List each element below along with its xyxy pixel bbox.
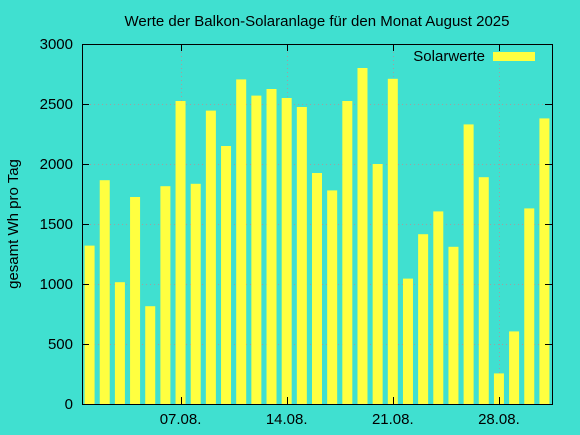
bar <box>311 173 323 404</box>
legend-swatch <box>493 52 535 61</box>
bar <box>357 68 368 404</box>
bar <box>160 186 171 404</box>
bar <box>387 78 398 405</box>
bar <box>418 234 429 404</box>
bar <box>145 306 156 404</box>
bar <box>463 124 474 405</box>
bar <box>539 118 550 405</box>
bar <box>448 246 459 404</box>
y-tick-label: 2000 <box>40 156 73 173</box>
x-tick-label: 21.08. <box>372 411 414 428</box>
bars <box>84 68 550 405</box>
bar <box>114 282 125 404</box>
y-ticks: 0 500 1000 1500 2000 2500 3000 <box>40 36 552 413</box>
bar <box>478 177 489 404</box>
bar <box>296 107 307 404</box>
bar <box>281 98 292 404</box>
bar <box>190 183 201 404</box>
y-tick-label: 2500 <box>40 96 73 113</box>
y-tick-label: 0 <box>65 396 73 413</box>
bar <box>221 146 232 404</box>
y-tick-label: 1000 <box>40 276 73 293</box>
y-axis-label: gesamt Wh pro Tag <box>5 159 22 289</box>
bar <box>433 211 444 404</box>
y-tick-label: 500 <box>48 336 73 353</box>
x-tick-label: 07.08. <box>160 411 202 428</box>
bar <box>84 245 95 404</box>
bar <box>99 180 110 404</box>
bar <box>130 197 141 404</box>
bar <box>342 101 353 404</box>
bar <box>509 331 520 404</box>
x-tick-label: 14.08. <box>266 411 308 428</box>
x-ticks: 07.08. 14.08. 21.08. 28.08. <box>160 44 520 428</box>
bar <box>175 101 186 404</box>
bar <box>524 208 535 404</box>
legend-label: Solarwerte <box>413 48 485 65</box>
bar <box>236 79 247 405</box>
y-tick-label: 3000 <box>40 36 73 53</box>
y-tick-label: 1500 <box>40 216 73 233</box>
chart-title: Werte der Balkon-Solaranlage für den Mon… <box>125 13 510 30</box>
x-tick-label: 28.08. <box>478 411 520 428</box>
bar <box>205 110 216 404</box>
bar <box>402 278 413 404</box>
bar <box>372 164 383 404</box>
bar <box>493 373 504 404</box>
bar <box>327 190 338 404</box>
bar <box>251 95 262 404</box>
legend: Solarwerte <box>413 48 535 65</box>
bar <box>266 89 277 404</box>
